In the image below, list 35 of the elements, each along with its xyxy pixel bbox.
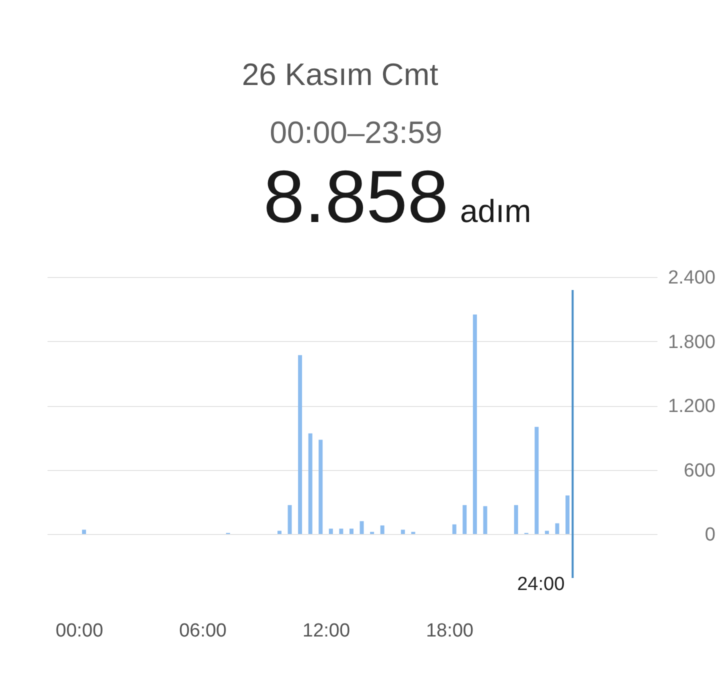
bar bbox=[544, 530, 549, 534]
bar bbox=[380, 525, 384, 534]
bar bbox=[514, 505, 518, 534]
ref-line-label: 24:00 bbox=[517, 574, 565, 595]
y-tick-label: 2.400 bbox=[668, 268, 716, 288]
bar bbox=[349, 528, 354, 534]
bar bbox=[483, 506, 488, 534]
bar bbox=[298, 355, 302, 534]
bar bbox=[566, 495, 570, 534]
text: adım bbox=[460, 193, 532, 229]
bar bbox=[452, 524, 456, 534]
bar bbox=[318, 440, 323, 534]
bar bbox=[328, 528, 333, 534]
y-tick-label: 600 bbox=[684, 460, 716, 482]
x-tick-label: 12:00 bbox=[302, 620, 350, 642]
bar bbox=[534, 426, 539, 534]
bar bbox=[288, 505, 292, 534]
bar bbox=[277, 530, 282, 534]
bar bbox=[462, 505, 467, 534]
chart-title: 26 Kasım Cmt bbox=[242, 57, 439, 92]
bar bbox=[82, 530, 86, 534]
bar bbox=[555, 523, 560, 534]
bar bbox=[360, 521, 364, 534]
text: 8.858 bbox=[263, 155, 449, 238]
y-tick-label: 0 bbox=[704, 524, 716, 546]
x-tick-label: 00:00 bbox=[56, 620, 104, 642]
y-tick-label: 1.200 bbox=[668, 396, 716, 417]
x-tick-label: 06:00 bbox=[179, 620, 227, 642]
y-tick-label: 1.800 bbox=[668, 332, 716, 353]
chart-subtitle: 00:00–23:59 bbox=[270, 115, 442, 150]
bar bbox=[339, 528, 344, 534]
bar bbox=[308, 433, 312, 534]
bar bbox=[472, 314, 477, 534]
bar bbox=[400, 530, 405, 534]
x-tick-label: 18:00 bbox=[426, 620, 474, 642]
